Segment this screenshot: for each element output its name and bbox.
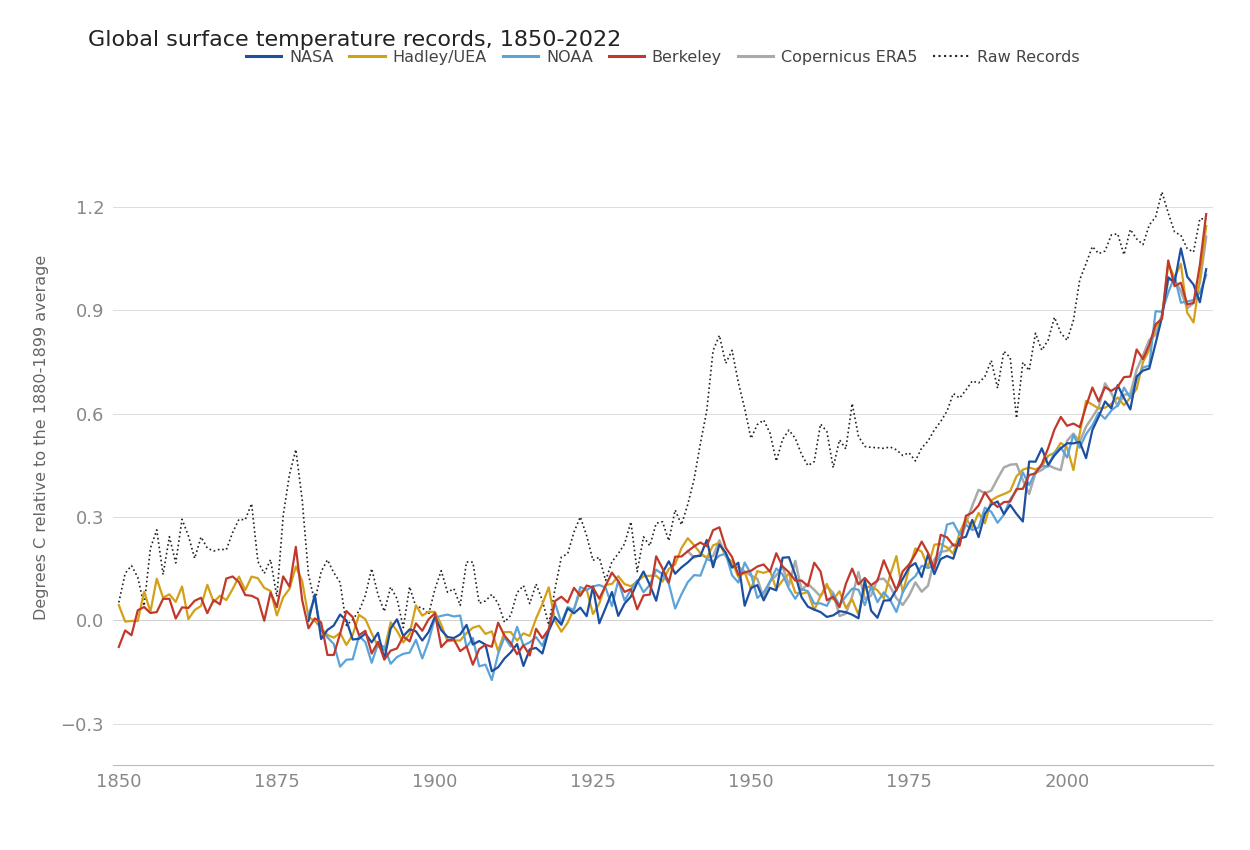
Line: NOAA: NOAA (309, 275, 1206, 680)
Legend: NASA, Hadley/UEA, NOAA, Berkeley, Copernicus ERA5, Raw Records: NASA, Hadley/UEA, NOAA, Berkeley, Copern… (240, 43, 1085, 71)
Berkeley (642, 590, 658, 600)
NASA (1174, 243, 1189, 253)
Raw Records (1085, 241, 1100, 252)
Copernicus ERA5 (832, 611, 848, 621)
Copernicus ERA5 (680, 546, 695, 556)
Hadley/UEA (1085, 400, 1100, 410)
NOAA (484, 675, 499, 685)
NASA (541, 626, 556, 636)
Line: Hadley/UEA: Hadley/UEA (119, 226, 1206, 651)
Copernicus ERA5 (756, 593, 771, 604)
Raw Records (1155, 187, 1170, 197)
NOAA (541, 624, 556, 634)
Berkeley (1085, 382, 1100, 393)
Line: NASA: NASA (309, 248, 1206, 672)
Berkeley (946, 541, 961, 551)
NASA (376, 654, 391, 664)
Raw Records (908, 456, 922, 466)
Copernicus ERA5 (788, 556, 802, 566)
Copernicus ERA5 (1060, 436, 1075, 446)
Raw Records (712, 331, 727, 341)
NOAA (1199, 270, 1214, 280)
Berkeley (111, 642, 126, 652)
NASA (332, 609, 348, 620)
NOAA (674, 589, 689, 599)
Line: Berkeley: Berkeley (119, 214, 1206, 665)
Raw Records (946, 388, 961, 399)
Copernicus ERA5 (712, 536, 727, 546)
Line: Copernicus ERA5: Copernicus ERA5 (688, 237, 1206, 616)
Berkeley (465, 660, 480, 670)
Berkeley (516, 640, 531, 650)
NASA (1199, 264, 1214, 275)
Raw Records (642, 541, 658, 551)
Y-axis label: Degrees C relative to the 1880-1899 average: Degrees C relative to the 1880-1899 aver… (35, 255, 50, 620)
Raw Records (396, 622, 411, 632)
Hadley/UEA (491, 646, 506, 656)
Hadley/UEA (908, 543, 922, 553)
Hadley/UEA (642, 570, 658, 581)
Raw Records (516, 581, 531, 591)
NASA (674, 563, 689, 573)
Line: Raw Records: Raw Records (119, 192, 1206, 627)
Raw Records (111, 598, 126, 608)
Hadley/UEA (946, 549, 961, 559)
NOAA (332, 661, 348, 672)
NOAA (705, 557, 720, 567)
Hadley/UEA (111, 600, 126, 610)
NOAA (301, 609, 316, 620)
Copernicus ERA5 (1091, 402, 1106, 412)
NASA (705, 562, 720, 572)
Berkeley (1199, 209, 1214, 219)
Berkeley (908, 549, 922, 559)
NOAA (376, 642, 391, 652)
Hadley/UEA (712, 538, 727, 548)
Hadley/UEA (516, 628, 531, 638)
NOAA (611, 575, 626, 586)
Copernicus ERA5 (1199, 232, 1214, 242)
NASA (301, 615, 316, 626)
Hadley/UEA (1199, 221, 1214, 231)
Copernicus ERA5 (996, 462, 1011, 473)
NASA (611, 611, 626, 621)
Text: Global surface temperature records, 1850-2022: Global surface temperature records, 1850… (88, 30, 621, 50)
Berkeley (712, 522, 727, 532)
NASA (484, 666, 499, 677)
Raw Records (1199, 214, 1214, 224)
